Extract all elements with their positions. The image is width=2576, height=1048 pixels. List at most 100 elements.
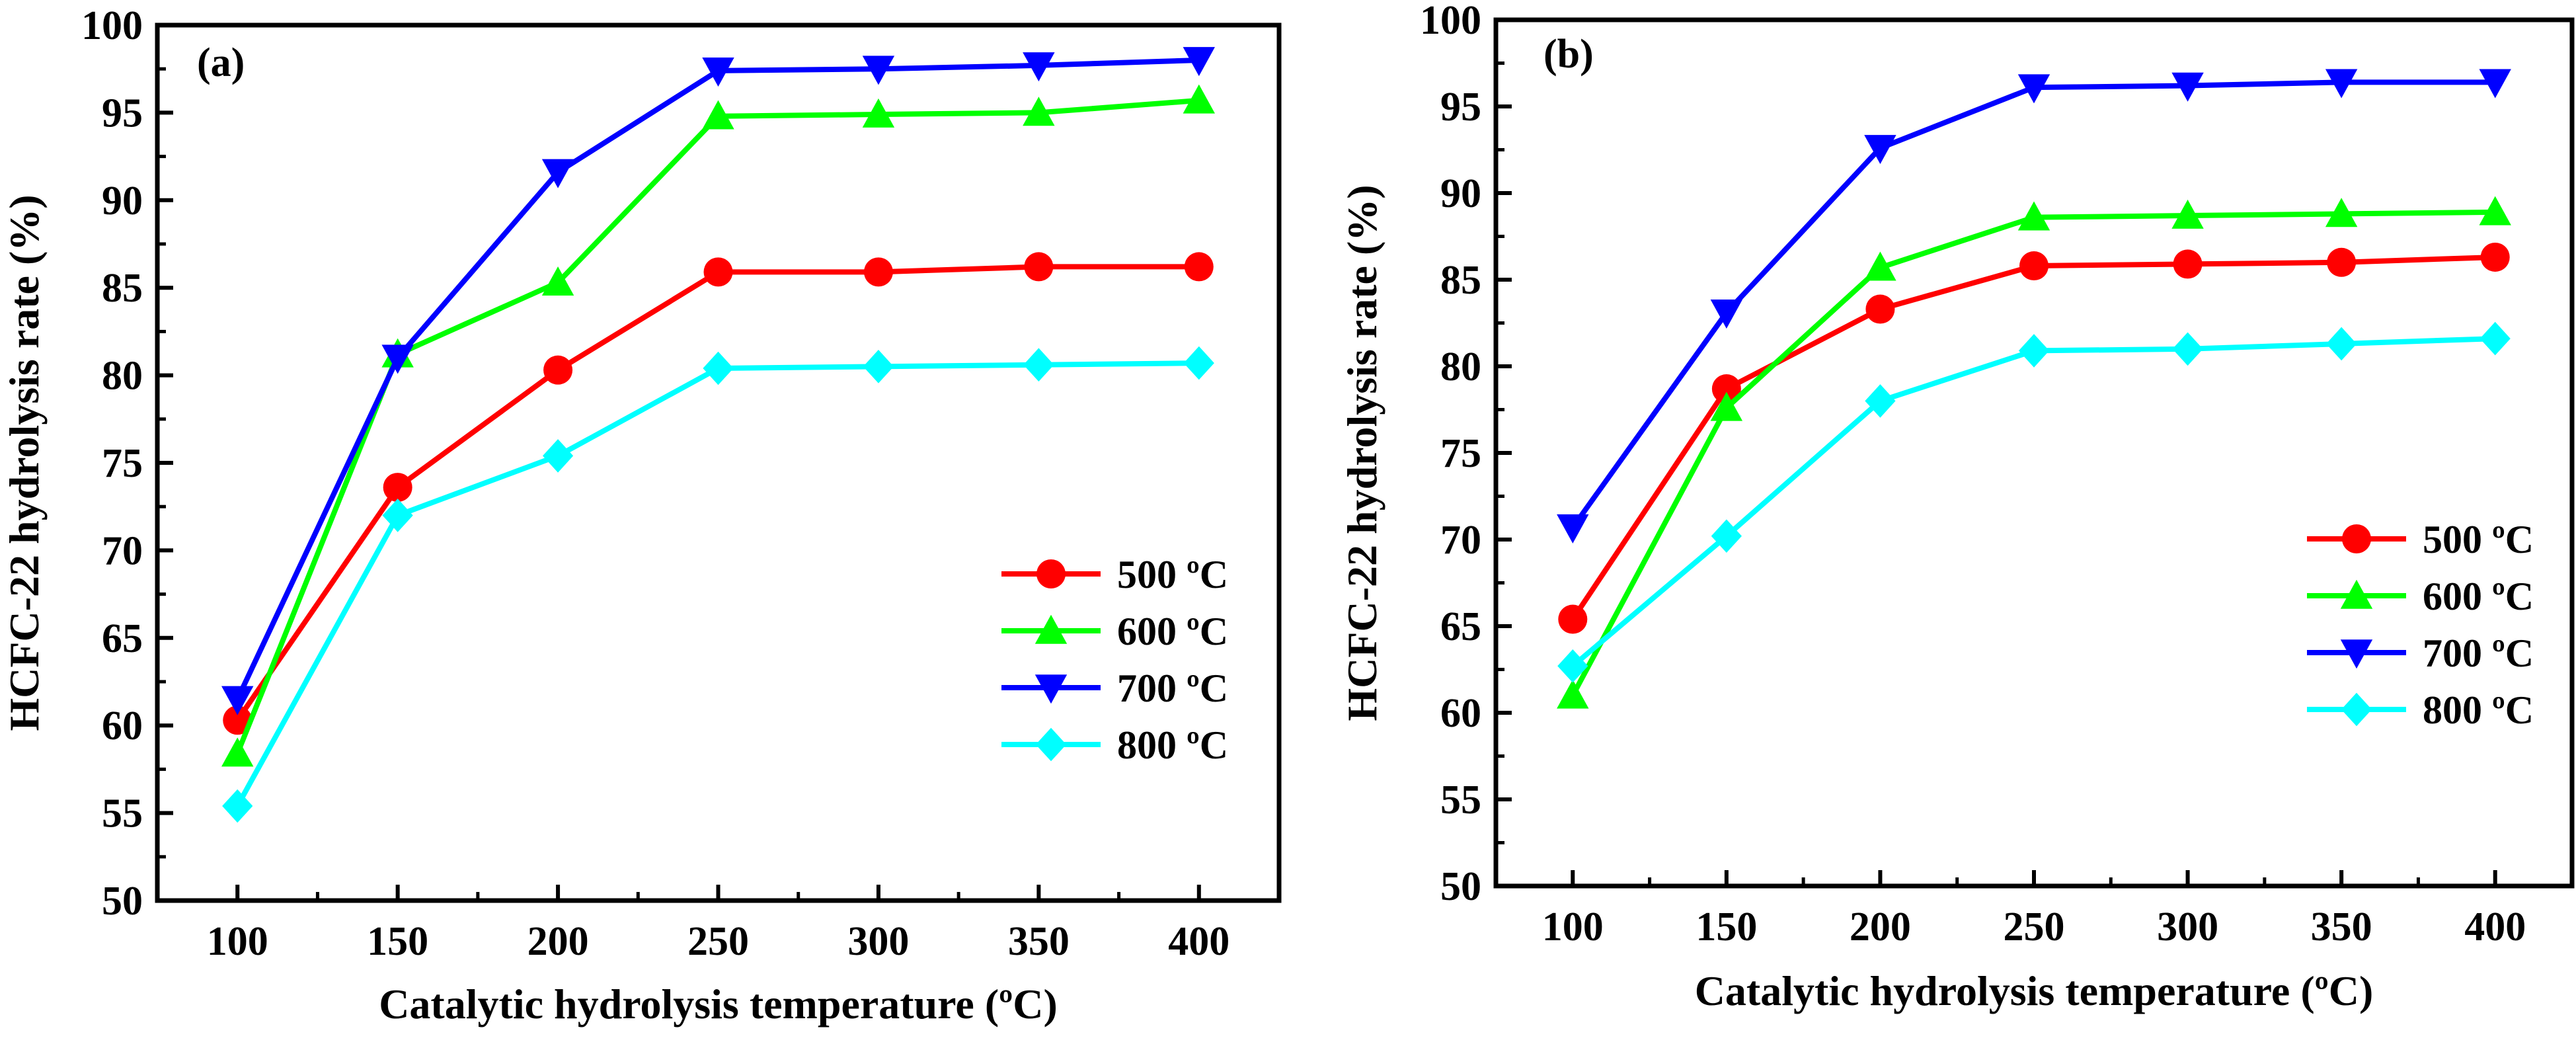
data-point (2017, 201, 2050, 231)
data-point (2325, 198, 2358, 227)
x-tick-label: 250 (2004, 905, 2065, 949)
y-tick-label: 80 (102, 354, 143, 399)
y-tick-label: 85 (1440, 258, 1481, 303)
y-tick-label: 75 (1440, 431, 1481, 476)
y-tick-label: 50 (1440, 864, 1481, 909)
legend-marker (2342, 524, 2371, 553)
data-point (2479, 196, 2511, 225)
legend-marker (2341, 692, 2372, 727)
data-point (2325, 69, 2358, 99)
data-point (2172, 332, 2203, 366)
data-point (1024, 252, 1054, 282)
legend-entry: 600 ºC (1001, 610, 1228, 653)
chart-panel-2: 50 55 60 65 70 75 80 85 90 95 100 100 150 200 250 300 35… (1339, 0, 2575, 1014)
data-point (1023, 52, 1055, 82)
data-point (2173, 249, 2203, 279)
y-tick-label: 75 (102, 441, 143, 486)
x-tick-label: 200 (527, 919, 589, 964)
y-tick-label: 100 (1420, 0, 1481, 43)
data-point (542, 439, 574, 473)
data-point (702, 58, 734, 87)
plot-frame (155, 22, 1282, 903)
y-axis-title: HCFC-22 hydrolysis rate (%) (1, 194, 48, 731)
legend-label: 500 ºC (2423, 518, 2534, 561)
data-point (863, 350, 894, 383)
data-point (1183, 346, 1214, 380)
data-point (1557, 649, 1588, 683)
legend-marker (1034, 614, 1068, 644)
legend-label: 800 ºC (1117, 723, 1228, 767)
series-triangle-down (221, 47, 1215, 715)
legend-entry: 600 ºC (2307, 575, 2534, 618)
legend-label: 800 ºC (2423, 688, 2534, 732)
x-tick-label: 300 (2157, 905, 2218, 949)
y-tick-label: 60 (1440, 691, 1481, 736)
y-tick-label: 100 (81, 3, 143, 48)
series-line (1571, 336, 2495, 668)
data-point (1865, 384, 1896, 418)
data-point (2171, 199, 2204, 229)
x-tick-label: 150 (1696, 905, 1757, 949)
series-triangle-down (1557, 69, 2511, 544)
y-tick-label: 60 (102, 704, 143, 748)
legend-entry: 500 ºC (2307, 518, 2534, 561)
data-point (1865, 294, 1895, 324)
data-point (1557, 514, 1589, 544)
chart-panel-1: 50 55 60 65 70 75 80 85 90 95 100 100 150 200 250 300 35… (1, 3, 1282, 1028)
y-tick-label: 90 (102, 179, 143, 223)
data-point (1557, 679, 1589, 709)
legend-entry: 800 ºC (2307, 688, 2534, 732)
data-point (222, 789, 253, 823)
x-tick-label: 300 (847, 919, 909, 964)
legend-entry: 800 ºC (1001, 723, 1228, 767)
legend-entry: 700 ºC (1001, 666, 1228, 710)
data-point (862, 56, 895, 85)
legend-marker (1036, 559, 1066, 588)
legend-label: 500 ºC (1117, 553, 1228, 596)
series-line (235, 264, 1199, 722)
data-point (221, 737, 254, 767)
series-triangle-up (221, 84, 1215, 767)
data-point (382, 499, 413, 532)
legend-label: 600 ºC (2423, 575, 2534, 618)
x-tick-label: 100 (207, 919, 268, 964)
x-tick-label: 400 (2464, 905, 2526, 949)
legend-marker (2340, 639, 2373, 669)
y-tick-label: 55 (102, 791, 143, 836)
data-point (1558, 604, 1588, 634)
data-point (863, 257, 893, 287)
data-point (2479, 69, 2511, 99)
series-circle (1558, 242, 2510, 634)
y-tick-label: 70 (102, 528, 143, 573)
data-point (1184, 252, 1214, 282)
legend-label: 700 ºC (2423, 631, 2534, 675)
legend-marker (2340, 579, 2373, 609)
x-tick-label: 250 (687, 919, 749, 964)
legend-label: 600 ºC (1117, 610, 1228, 653)
y-tick-label: 85 (102, 266, 143, 311)
legend-label: 700 ºC (1117, 666, 1228, 710)
legend-entry: 700 ºC (2307, 631, 2534, 675)
legend-marker (1034, 674, 1068, 704)
data-point (862, 98, 895, 128)
x-tick-label: 100 (1542, 905, 1604, 949)
data-point (1710, 299, 1743, 329)
legend-entry: 500 ºC (1001, 553, 1228, 596)
data-point (2326, 327, 2357, 361)
data-point (221, 686, 254, 715)
series-diamond (222, 346, 1214, 823)
y-tick-label: 95 (1440, 85, 1481, 130)
x-axis-title: Catalytic hydrolysis temperature (ºC) (1695, 967, 2374, 1014)
data-point (1864, 135, 1896, 165)
x-tick-label: 150 (367, 919, 428, 964)
data-point (1023, 348, 1054, 382)
data-point (381, 344, 414, 374)
y-tick-label: 95 (102, 91, 143, 136)
legend-marker (1035, 727, 1067, 762)
series-line (235, 97, 1200, 755)
data-point (2327, 247, 2357, 277)
data-point (2017, 74, 2050, 104)
series-circle (223, 252, 1214, 735)
y-tick-label: 55 (1440, 778, 1481, 823)
data-point (541, 159, 574, 188)
